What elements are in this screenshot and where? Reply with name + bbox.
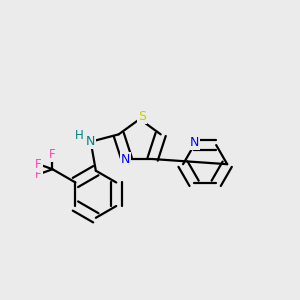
- Text: N: N: [86, 135, 95, 148]
- Text: H: H: [75, 129, 84, 142]
- Text: N: N: [189, 136, 199, 149]
- Text: F: F: [35, 158, 42, 171]
- Text: F: F: [49, 148, 56, 161]
- Text: N: N: [121, 152, 130, 166]
- Text: S: S: [138, 110, 146, 123]
- Text: F: F: [35, 168, 42, 181]
